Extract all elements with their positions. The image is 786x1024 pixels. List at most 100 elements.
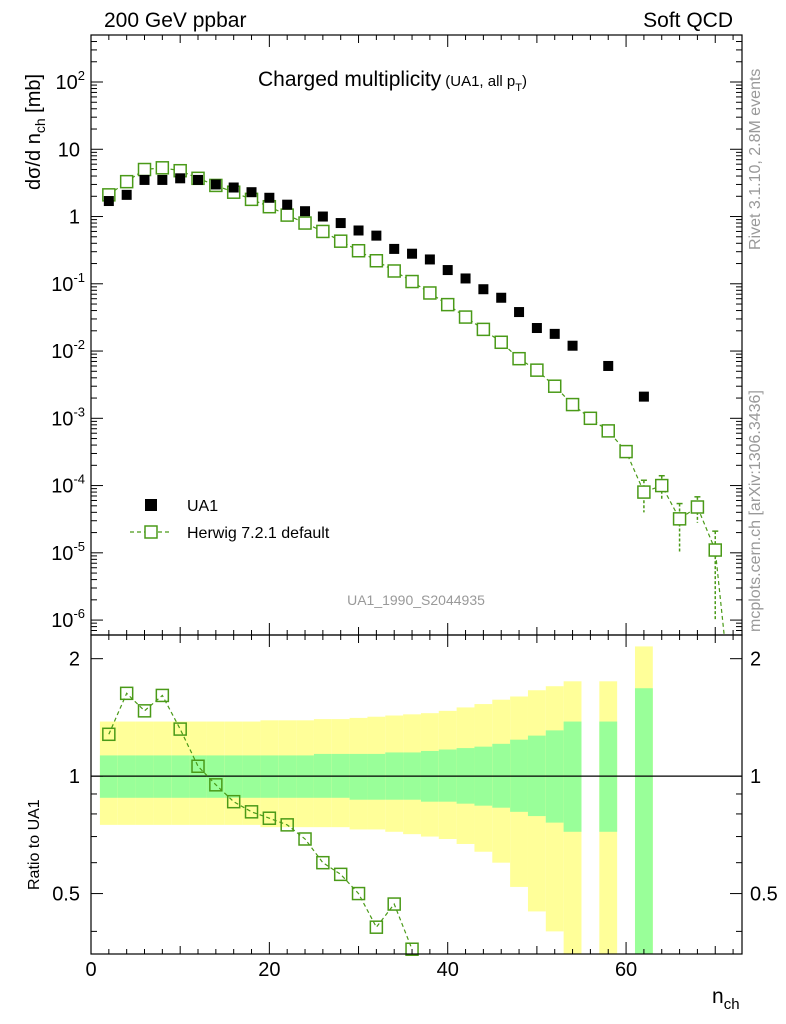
- ratio-point: [226, 794, 241, 809]
- rivet-label: Rivet 3.1.10, 2.8M events: [747, 69, 764, 250]
- ratio-point: [351, 886, 366, 901]
- ratio-point: [369, 920, 384, 934]
- ratio-point: [387, 897, 401, 911]
- ua1-point: [282, 199, 293, 210]
- mcplots-label: mcplots.cern.ch [arXiv:1306.3436]: [747, 390, 764, 632]
- header-left: 200 GeV ppbar: [104, 9, 246, 32]
- ua1-point: [531, 323, 542, 334]
- ratio-tick-label-left: 2: [69, 649, 80, 671]
- herwig-point: [369, 254, 384, 268]
- herwig-point: [494, 335, 508, 350]
- x-axis-label: nch: [712, 985, 740, 1013]
- herwig-point: [351, 243, 366, 258]
- ua1-point: [139, 174, 150, 185]
- x-axis-label-main: n: [712, 985, 724, 1008]
- x-tick-label: 0: [85, 959, 96, 981]
- herwig-point: [476, 322, 491, 337]
- x-tick-label: 60: [615, 959, 637, 981]
- ua1-point: [460, 273, 471, 284]
- ua1-point: [638, 391, 649, 402]
- x-tick-label: 20: [258, 959, 280, 981]
- legend-marker-ua1: [145, 499, 157, 511]
- ua1-point: [246, 187, 257, 198]
- ratio-point: [173, 722, 187, 736]
- ua1-point: [103, 196, 114, 207]
- plot-title-main: Charged multiplicity: [258, 68, 442, 91]
- ua1-point: [407, 248, 418, 259]
- ua1-point: [549, 328, 560, 339]
- herwig-point: [690, 500, 705, 514]
- ratio-point: [137, 704, 152, 718]
- band-inner-15: [367, 753, 386, 800]
- ua1-point: [335, 218, 346, 229]
- ua1-point: [300, 206, 311, 217]
- legend-label-ua1: UA1: [187, 498, 218, 515]
- ua1-point: [121, 189, 132, 200]
- y-axis-label-main: dσ/d n: [23, 133, 45, 190]
- ratio-point: [209, 778, 223, 792]
- ratio-tick-label-right: 1: [750, 766, 761, 788]
- herwig-point: [333, 234, 348, 248]
- ua1-point: [442, 265, 453, 276]
- ratio-axis-label: Ratio to UA1: [26, 799, 43, 890]
- ua1-point: [264, 192, 275, 203]
- ratio-frame: [90, 634, 743, 955]
- ua1-point: [478, 284, 489, 295]
- ua1-point: [210, 179, 221, 190]
- plot-title-note-sub: T: [515, 82, 522, 94]
- herwig-point: [547, 379, 562, 393]
- header-right: Soft QCD: [643, 9, 733, 32]
- ratio-tick-label-left: 0.5: [52, 884, 80, 906]
- y-axis-label-unit: [mb]: [23, 74, 45, 118]
- band-inner-14: [349, 753, 368, 800]
- herwig-point: [654, 478, 669, 493]
- ratio-tick-label-right: 0.5: [750, 884, 778, 906]
- herwig-line: [108, 167, 725, 636]
- x-tick-label: 40: [437, 959, 459, 981]
- ratio-point: [333, 867, 348, 882]
- y-tick-label: 1: [69, 207, 80, 229]
- y-axis-label-sub: ch: [32, 118, 48, 133]
- ratio-point: [298, 832, 312, 846]
- ua1-point: [193, 174, 204, 185]
- ua1-point: [514, 307, 525, 318]
- herwig-point: [583, 411, 598, 426]
- band-inner-28: [634, 688, 653, 954]
- legend-label-herwig: Herwig 7.2.1 default: [187, 525, 330, 542]
- herwig-point: [280, 208, 294, 222]
- herwig-point: [565, 397, 580, 412]
- herwig-point: [155, 161, 170, 175]
- ua1-point: [317, 211, 328, 222]
- y-tick-label: 10-1: [51, 270, 85, 296]
- main-series: [102, 161, 725, 636]
- y-axis-label: dσ/d nch [mb]: [23, 74, 48, 190]
- ratio-point: [316, 855, 330, 870]
- ua1-point: [353, 225, 364, 236]
- y-tick-label: 10-2: [51, 337, 85, 363]
- herwig-point: [316, 224, 330, 239]
- ratio-point: [155, 688, 170, 703]
- y-tick-label: 102: [56, 68, 85, 94]
- legend-marker-herwig: [144, 525, 158, 539]
- y-tick-label: 10-4: [51, 472, 85, 498]
- analysis-id: UA1_1990_S2044935: [347, 592, 485, 608]
- ua1-point: [603, 360, 614, 371]
- herwig-point: [440, 297, 455, 312]
- ratio-series: [91, 686, 742, 956]
- ua1-point: [371, 230, 382, 241]
- herwig-point: [387, 264, 401, 278]
- uncertainty-bands: [99, 646, 653, 954]
- main-frame: [90, 34, 743, 636]
- herwig-point: [619, 444, 633, 459]
- ratio-point: [262, 811, 277, 825]
- herwig-point: [708, 543, 722, 557]
- ratio-point: [119, 686, 134, 701]
- herwig-point: [530, 363, 544, 377]
- y-tick-label: 10-6: [51, 606, 85, 632]
- plot-title: Charged multiplicity (UA1, all pT): [258, 68, 527, 94]
- herwig-point: [458, 310, 473, 324]
- plot-title-note: (UA1, all p: [445, 73, 515, 90]
- ratio-point: [244, 805, 259, 819]
- y-tick-label: 10: [58, 139, 80, 161]
- herwig-point: [405, 274, 419, 289]
